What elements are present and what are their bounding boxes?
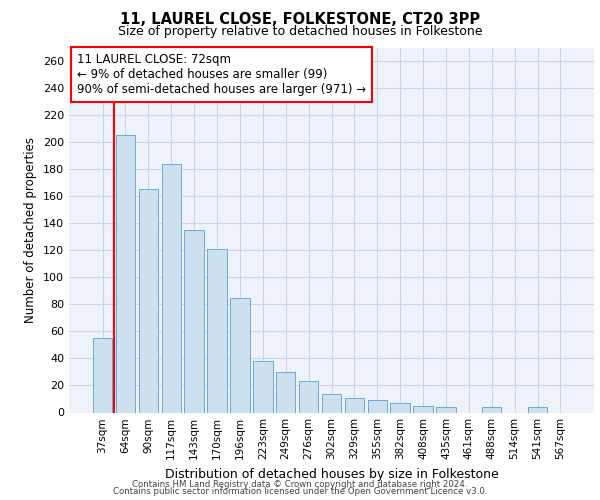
Bar xyxy=(391,403,410,412)
Text: 11, LAUREL CLOSE, FOLKESTONE, CT20 3PP: 11, LAUREL CLOSE, FOLKESTONE, CT20 3PP xyxy=(120,12,480,28)
Bar xyxy=(93,338,112,412)
Bar xyxy=(253,361,272,412)
Bar xyxy=(482,407,502,412)
Bar xyxy=(161,164,181,412)
Bar xyxy=(230,298,250,412)
Bar xyxy=(208,249,227,412)
Bar xyxy=(116,136,135,412)
X-axis label: Distribution of detached houses by size in Folkestone: Distribution of detached houses by size … xyxy=(164,468,499,481)
Bar xyxy=(528,407,547,412)
Bar xyxy=(299,382,319,412)
Bar xyxy=(322,394,341,412)
Bar xyxy=(276,372,295,412)
Bar xyxy=(184,230,204,412)
Bar xyxy=(436,407,455,412)
Bar xyxy=(413,406,433,412)
Text: 11 LAUREL CLOSE: 72sqm
← 9% of detached houses are smaller (99)
90% of semi-deta: 11 LAUREL CLOSE: 72sqm ← 9% of detached … xyxy=(77,53,366,96)
Text: Size of property relative to detached houses in Folkestone: Size of property relative to detached ho… xyxy=(118,25,482,38)
Bar xyxy=(139,190,158,412)
Text: Contains HM Land Registry data © Crown copyright and database right 2024.: Contains HM Land Registry data © Crown c… xyxy=(132,480,468,489)
Y-axis label: Number of detached properties: Number of detached properties xyxy=(25,137,37,323)
Bar xyxy=(344,398,364,412)
Bar xyxy=(368,400,387,412)
Text: Contains public sector information licensed under the Open Government Licence v3: Contains public sector information licen… xyxy=(113,487,487,496)
